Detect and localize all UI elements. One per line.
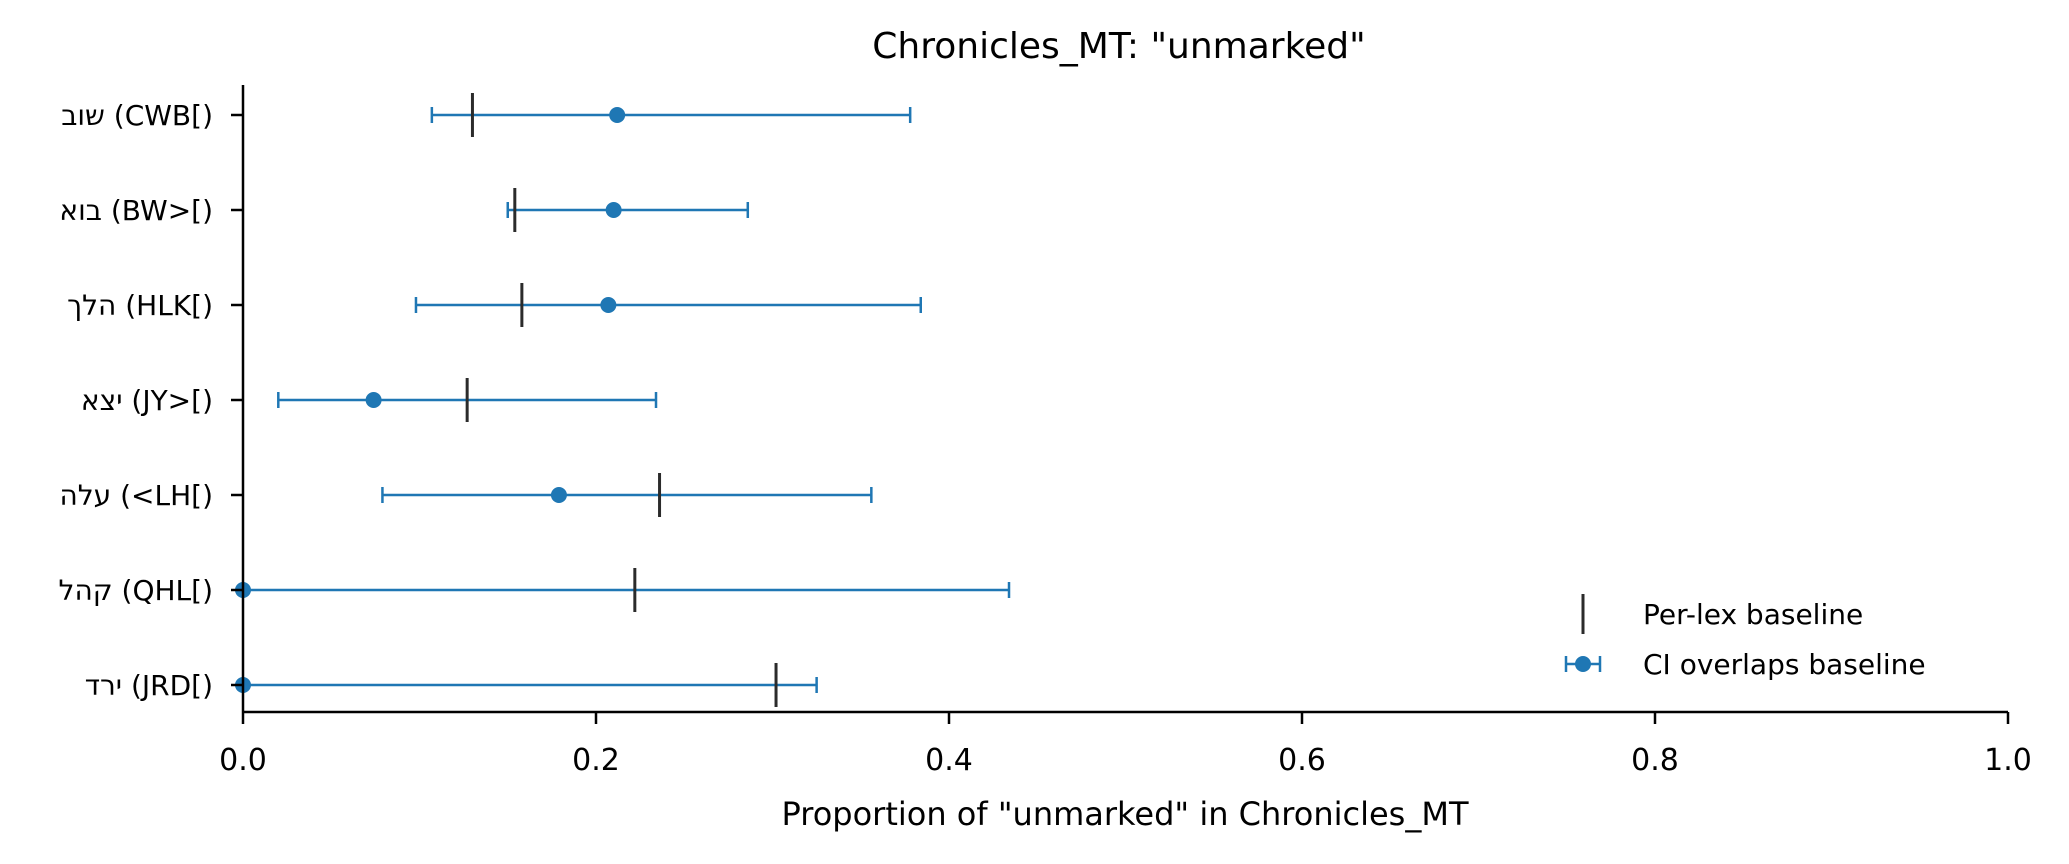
chart-title: Chronicles_MT: "unmarked" bbox=[872, 26, 1365, 67]
y-tick-label: שוב (CWB[) bbox=[61, 99, 213, 132]
legend: Per-lex baseline CI overlaps baseline bbox=[1564, 594, 1926, 681]
estimate-point bbox=[600, 297, 617, 313]
x-tick-label: 0.2 bbox=[572, 743, 620, 778]
x-tick-label: 0.6 bbox=[1278, 743, 1326, 778]
legend-ci-label: CI overlaps baseline bbox=[1643, 648, 1926, 681]
legend-ci-point bbox=[1575, 656, 1591, 672]
x-tick-label: 0.0 bbox=[219, 743, 267, 778]
x-tick-label: 1.0 bbox=[1984, 743, 2032, 778]
estimate-point bbox=[609, 107, 626, 123]
x-axis-label: Proportion of "unmarked" in Chronicles_M… bbox=[782, 795, 1469, 833]
x-tick-label: 0.8 bbox=[1631, 743, 1679, 778]
y-tick-label: בוא (BW>[) bbox=[59, 194, 213, 227]
y-tick-label: קהל (QHL[) bbox=[59, 574, 213, 607]
y-tick-label: עלה (<LH[) bbox=[59, 479, 213, 512]
x-tick-label: 0.4 bbox=[925, 743, 973, 778]
legend-baseline-label: Per-lex baseline bbox=[1643, 598, 1863, 631]
estimate-point bbox=[605, 202, 622, 218]
plot-area bbox=[235, 93, 1011, 707]
y-tick-label: יצא (JY>[) bbox=[81, 384, 213, 417]
y-tick-label: ירד (JRD[) bbox=[85, 669, 213, 702]
estimate-point bbox=[365, 392, 382, 408]
estimate-point bbox=[550, 487, 567, 503]
y-tick-label: הלך (HLK[) bbox=[67, 289, 213, 322]
